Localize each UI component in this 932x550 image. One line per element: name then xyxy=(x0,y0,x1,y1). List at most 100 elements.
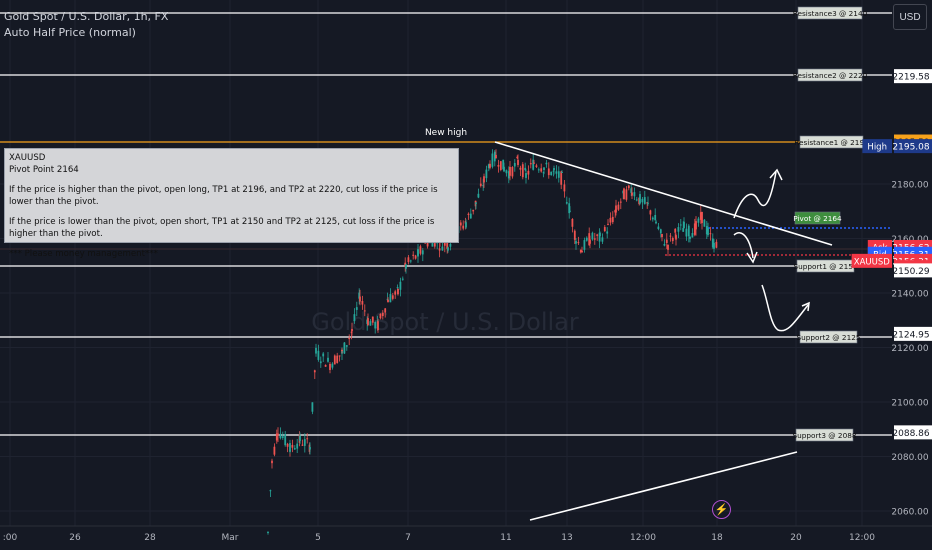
candle-body xyxy=(563,184,566,192)
pullback-arrow-head xyxy=(801,301,810,312)
candle-body xyxy=(607,223,609,225)
candle-body xyxy=(313,370,316,373)
candle-body xyxy=(381,312,384,317)
price-tag-label: High xyxy=(867,143,887,153)
candle-body xyxy=(363,310,366,312)
candle-body xyxy=(374,322,377,329)
candle-body xyxy=(377,321,379,331)
price-tag-label: XAUUSD xyxy=(854,257,890,267)
candle-body xyxy=(503,166,505,172)
candle-body xyxy=(509,166,511,176)
candle-body xyxy=(643,197,646,204)
candle-body xyxy=(441,246,444,251)
currency-button[interactable]: USD xyxy=(893,4,927,30)
candle-body xyxy=(311,402,314,412)
candle-body xyxy=(533,162,535,164)
x-tick-label: :00 xyxy=(3,533,18,543)
x-tick-label: 5 xyxy=(315,533,321,543)
candle-body xyxy=(675,235,677,240)
candle-body xyxy=(713,242,715,249)
x-tick-label: 12:00 xyxy=(849,533,875,543)
candle-body xyxy=(286,443,289,447)
candle-body xyxy=(711,238,714,248)
candle-body xyxy=(394,291,397,295)
time-axis: :00 26 28 Mar 5 7 11 13 12:00 18 20 12:00 xyxy=(0,525,932,543)
candle-body xyxy=(611,216,614,223)
candle-body xyxy=(537,169,540,171)
candle-body xyxy=(465,222,467,228)
candle-body xyxy=(309,447,311,450)
candle-body xyxy=(317,350,320,360)
y-tick-label: 2140.00 xyxy=(891,290,928,300)
candle-body xyxy=(491,153,494,167)
candle-body xyxy=(271,460,273,464)
candle-body xyxy=(655,221,657,224)
candle-body xyxy=(345,345,348,347)
descending-trendline[interactable] xyxy=(494,141,833,246)
candle-body xyxy=(593,238,596,240)
candle-body xyxy=(333,355,336,365)
candle-body xyxy=(359,296,361,302)
note-pivot: Pivot Point 2164 xyxy=(9,165,79,175)
candle-body xyxy=(475,202,477,204)
price-tag-value: 2195.08 xyxy=(892,143,929,153)
candle-body xyxy=(623,188,625,200)
candle-body xyxy=(524,167,527,170)
candle-body xyxy=(499,161,502,170)
candle-body xyxy=(417,249,419,256)
indicator-label[interactable]: Auto Half Price (normal) xyxy=(4,26,136,39)
candle-body xyxy=(695,221,697,230)
candle-body xyxy=(691,233,694,238)
candle-body xyxy=(505,170,508,174)
x-tick-label: 18 xyxy=(711,533,723,543)
candle-body xyxy=(553,168,555,171)
candle-body xyxy=(482,185,485,187)
x-tick-label: 12:00 xyxy=(630,533,656,543)
candle-body xyxy=(591,232,594,240)
candle-body xyxy=(625,189,628,200)
candle-body xyxy=(661,233,663,238)
candle-body xyxy=(329,363,331,370)
new-high-annotation: New high xyxy=(425,128,467,138)
candle-body xyxy=(579,250,582,253)
candle-body xyxy=(483,176,485,183)
candle-body xyxy=(677,227,680,232)
x-tick-label: 7 xyxy=(405,533,411,543)
candle-body xyxy=(697,218,700,223)
candle-body xyxy=(338,355,341,357)
candle-body xyxy=(502,159,505,170)
candle-body xyxy=(384,308,387,313)
candle-body xyxy=(277,433,279,436)
candle-body xyxy=(641,198,644,203)
candle-body xyxy=(715,241,718,248)
candle-body xyxy=(630,188,633,193)
candle-body xyxy=(585,237,588,241)
candle-body xyxy=(707,227,709,236)
candle-body xyxy=(615,205,617,213)
candle-body xyxy=(449,243,452,247)
level-label-box xyxy=(795,428,854,442)
candle-body xyxy=(303,439,306,446)
candle-body xyxy=(371,316,374,323)
candle-body xyxy=(547,168,550,176)
candle-body xyxy=(674,228,677,233)
candle-body xyxy=(631,192,633,196)
candle-body xyxy=(315,347,317,354)
candle-body xyxy=(324,364,327,367)
trade-plan-note[interactable]: XAUUSD Pivot Point 2164 If the price is … xyxy=(4,148,459,259)
candle-body xyxy=(389,294,392,303)
candle-body xyxy=(379,313,382,319)
watermark-text: Gold Spot / U.S. Dollar xyxy=(311,308,579,336)
candle-body xyxy=(369,321,372,326)
candle-body xyxy=(682,228,685,232)
candle-body xyxy=(519,167,522,170)
ascending-trendline[interactable] xyxy=(529,451,798,521)
candle-body xyxy=(596,234,599,236)
candle-body xyxy=(489,163,491,168)
candle-body xyxy=(343,342,346,354)
level-label: Resistance2 @ 2220 xyxy=(793,71,868,80)
candle-body xyxy=(462,225,465,229)
candle-body xyxy=(426,242,429,247)
lightning-icon[interactable]: ⚡ xyxy=(712,500,731,519)
